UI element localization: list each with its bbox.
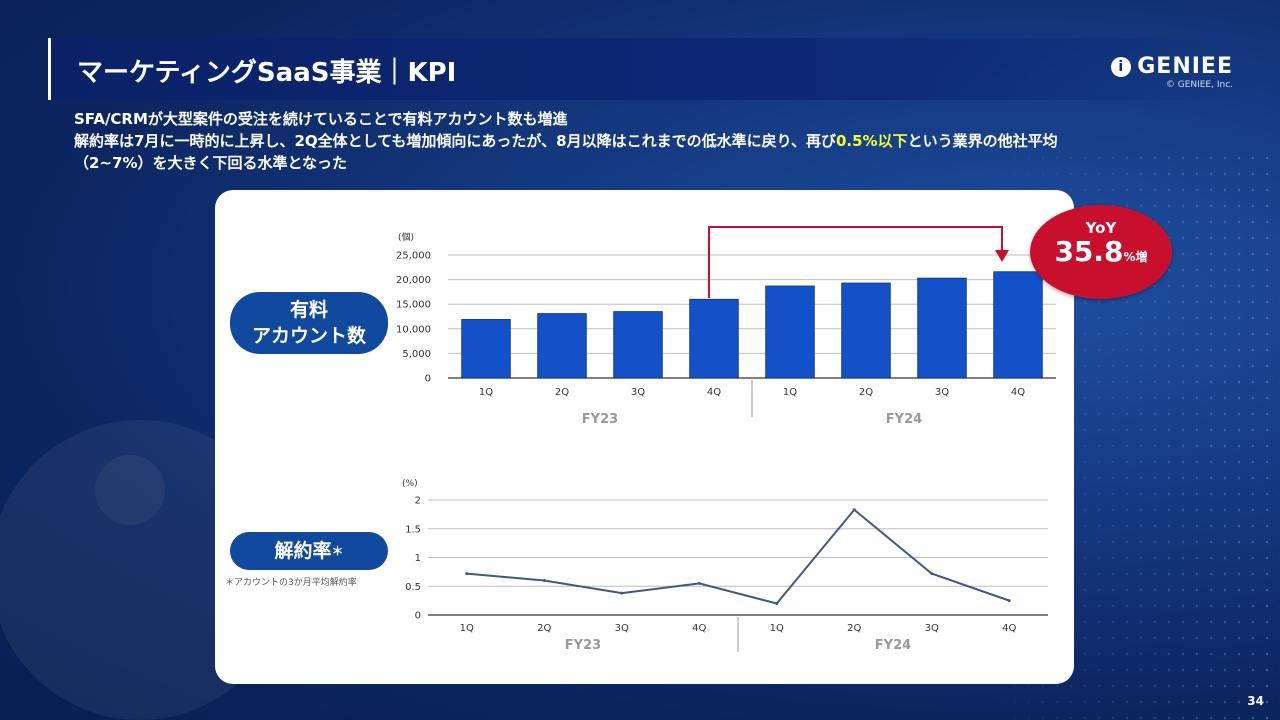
x-tick-label: 2Q bbox=[859, 387, 873, 398]
yoy-number: 35.8 bbox=[1054, 235, 1124, 268]
accounts-label-line-1: 有料 bbox=[289, 299, 328, 321]
y-tick-label: 0 bbox=[415, 611, 421, 622]
data-point bbox=[930, 572, 934, 576]
description-highlight: 0.5%以下 bbox=[835, 132, 908, 150]
unit-label: (個) bbox=[398, 231, 414, 243]
group-label: FY24 bbox=[875, 638, 911, 653]
yoy-badge: YoY 35.8%増 bbox=[1030, 205, 1172, 299]
chart-card: 有料アカウント数 解約率＊ ＊アカウントの3か月平均解約率 bbox=[215, 190, 1074, 684]
x-tick-label: 3Q bbox=[935, 387, 949, 398]
x-tick-label: 2Q bbox=[555, 387, 569, 398]
description: SFA/CRMが大型案件の受注を続けていることで有料アカウント数も増進 解約率は… bbox=[74, 108, 1224, 174]
churn-label: 解約率＊ bbox=[230, 532, 388, 570]
data-point bbox=[542, 579, 546, 582]
x-tick-label: 3Q bbox=[925, 623, 939, 634]
x-tick-label: 3Q bbox=[615, 623, 629, 634]
y-tick-label: 5,000 bbox=[402, 349, 431, 360]
data-point bbox=[465, 572, 469, 576]
y-tick-label: 15,000 bbox=[396, 300, 431, 311]
x-tick-label: 1Q bbox=[770, 623, 784, 634]
yoy-arrow-line bbox=[708, 226, 1003, 298]
x-tick-label: 2Q bbox=[847, 623, 861, 634]
y-tick-label: 20,000 bbox=[396, 275, 431, 286]
y-tick-label: 1 bbox=[415, 553, 421, 564]
yoy-arrow-head bbox=[995, 250, 1009, 262]
bar bbox=[689, 298, 739, 379]
accounts-label: 有料 アカウント数 bbox=[230, 292, 388, 354]
data-point bbox=[775, 602, 779, 605]
description-line-3: （2~7%）を大きく下回る水準となった bbox=[74, 154, 348, 172]
data-point bbox=[1007, 599, 1011, 603]
bar bbox=[613, 311, 663, 379]
background-logo-dot bbox=[95, 455, 165, 525]
brand: i GENIEE © GENIEE, Inc. bbox=[1111, 54, 1233, 90]
brand-logo: i GENIEE bbox=[1111, 54, 1233, 79]
description-line-2-pre: 解約率は7月に一時的に上昇し、2Q全体としても増加傾向にあったが、8月以降はこれ… bbox=[74, 132, 836, 150]
churn-line-chart: 0 0.5 1 1.5 2 (%) 1Q 2Q 3Q 4Q 1Q 2Q 3Q 4Q FY23 FY24 bbox=[402, 479, 1048, 653]
bar bbox=[993, 271, 1043, 379]
group-label: FY23 bbox=[582, 412, 618, 427]
y-tick-label: 0 bbox=[425, 374, 431, 385]
bar bbox=[917, 277, 967, 379]
x-tick-label: 4Q bbox=[1002, 623, 1016, 634]
x-tick-label: 1Q bbox=[460, 623, 474, 634]
page-number: 34 bbox=[1247, 694, 1264, 708]
yoy-label: YoY bbox=[1085, 219, 1117, 237]
description-line-2-post: という業界の他社平均 bbox=[907, 132, 1058, 150]
churn-label-text: 解約率 bbox=[274, 540, 332, 562]
yoy-arrow bbox=[708, 226, 1009, 298]
bar bbox=[537, 313, 587, 379]
x-tick-label: 4Q bbox=[707, 387, 721, 398]
unit-label: (%) bbox=[402, 479, 418, 489]
y-tick-label: 0.5 bbox=[405, 582, 421, 593]
group-label: FY23 bbox=[565, 638, 601, 653]
x-tick-label: 3Q bbox=[631, 387, 645, 398]
y-tick-label: 10,000 bbox=[396, 324, 431, 335]
x-tick-label: 2Q bbox=[537, 623, 551, 634]
copyright: © GENIEE, Inc. bbox=[1165, 80, 1233, 90]
churn-footnote: ＊アカウントの3か月平均解約率 bbox=[225, 578, 357, 588]
bar bbox=[765, 285, 815, 379]
data-point bbox=[697, 581, 701, 585]
x-tick-label: 4Q bbox=[692, 623, 706, 634]
accounts-label-line-2: アカウント数 bbox=[251, 325, 366, 347]
geniee-logo-icon: i bbox=[1111, 56, 1132, 77]
bar bbox=[461, 319, 511, 379]
bar bbox=[841, 282, 891, 379]
yoy-value: 35.8%増 bbox=[1030, 237, 1172, 272]
y-tick-label: 2 bbox=[415, 496, 421, 507]
yoy-unit: %増 bbox=[1123, 250, 1148, 264]
group-label: FY24 bbox=[886, 412, 922, 427]
title-bar: マーケティングSaaS事業｜KPI i GENIEE © GENIEE, Inc… bbox=[48, 38, 1237, 100]
data-point bbox=[620, 591, 624, 595]
x-tick-label: 1Q bbox=[783, 387, 797, 398]
churn-label-mark: ＊ bbox=[331, 544, 344, 558]
data-point bbox=[852, 508, 856, 512]
description-line-1: SFA/CRMが大型案件の受注を続けていることで有料アカウント数も増進 bbox=[74, 110, 568, 128]
page-title: マーケティングSaaS事業｜KPI bbox=[77, 58, 457, 88]
series-line bbox=[466, 508, 1010, 605]
x-tick-label: 1Q bbox=[479, 387, 493, 398]
accounts-bar-chart: 0 5,000 10,000 15,000 20,000 25,000 (個) 1Q 2Q 3Q 4… bbox=[396, 231, 1056, 427]
y-tick-label: 1.5 bbox=[405, 524, 421, 535]
description-line-2: 解約率は7月に一時的に上昇し、2Q全体としても増加傾向にあったが、8月以降はこれ… bbox=[74, 130, 1224, 152]
x-tick-label: 4Q bbox=[1011, 387, 1025, 398]
brand-name: GENIEE bbox=[1137, 54, 1233, 79]
y-tick-label: 25,000 bbox=[396, 251, 431, 262]
